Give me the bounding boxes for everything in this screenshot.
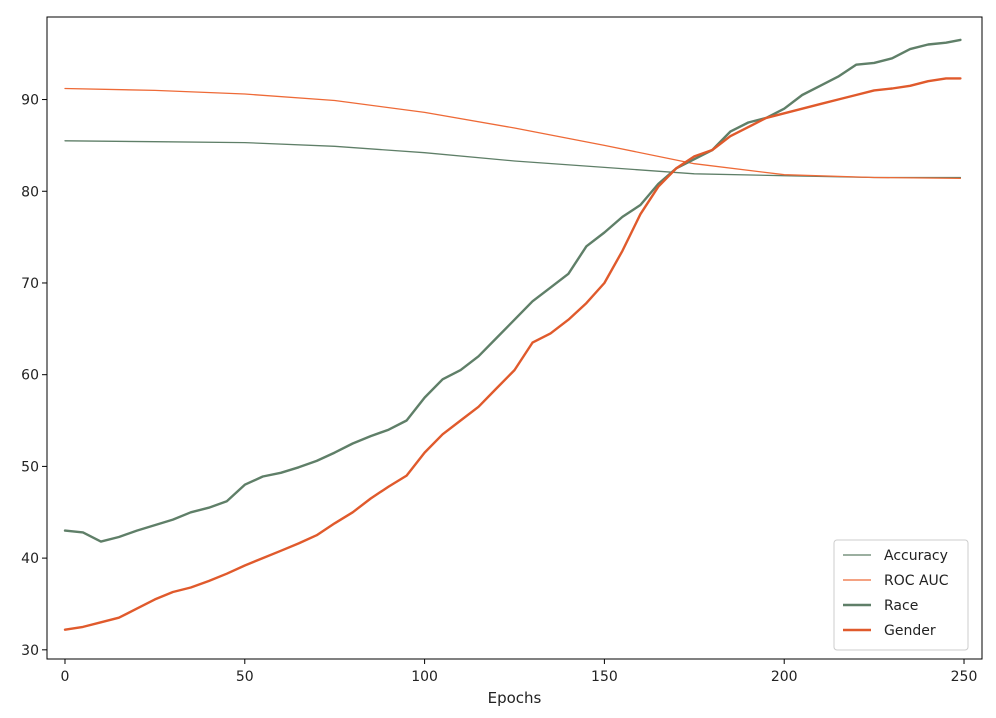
y-tick-label: 50 [21,459,39,475]
legend: Accuracy ROC AUC Race Gender [833,539,969,651]
x-tick-label: 250 [951,669,978,685]
series-line-roc-auc [64,87,962,180]
legend-box [833,539,969,651]
y-tick-label: 80 [21,184,39,200]
y-tick-label: 70 [21,276,39,292]
series-layer [63,38,962,631]
y-tick-label: 60 [21,368,39,384]
plot-frame [46,16,983,660]
x-tick-label: 0 [61,669,70,685]
series-line-race [63,38,962,543]
x-axis-label: Epochs [488,689,542,707]
x-tick-label: 150 [591,669,618,685]
y-tick-label: 90 [21,93,39,109]
y-tick-label: 30 [21,643,39,659]
legend-entry-label: Gender [884,623,936,639]
series-line-accuracy [64,140,962,179]
x-axis: 0 50 100 150 200 250 [61,659,978,685]
x-tick-label: 200 [771,669,798,685]
y-axis: 30 40 50 60 70 80 90 [21,93,47,659]
series-line-gender [63,77,962,631]
y-tick-label: 40 [21,551,39,567]
legend-entry-label: ROC AUC [884,573,949,589]
x-tick-label: 50 [236,669,254,685]
legend-entry-label: Race [884,598,918,614]
x-tick-label: 100 [411,669,438,685]
legend-entry-label: Accuracy [884,548,948,564]
